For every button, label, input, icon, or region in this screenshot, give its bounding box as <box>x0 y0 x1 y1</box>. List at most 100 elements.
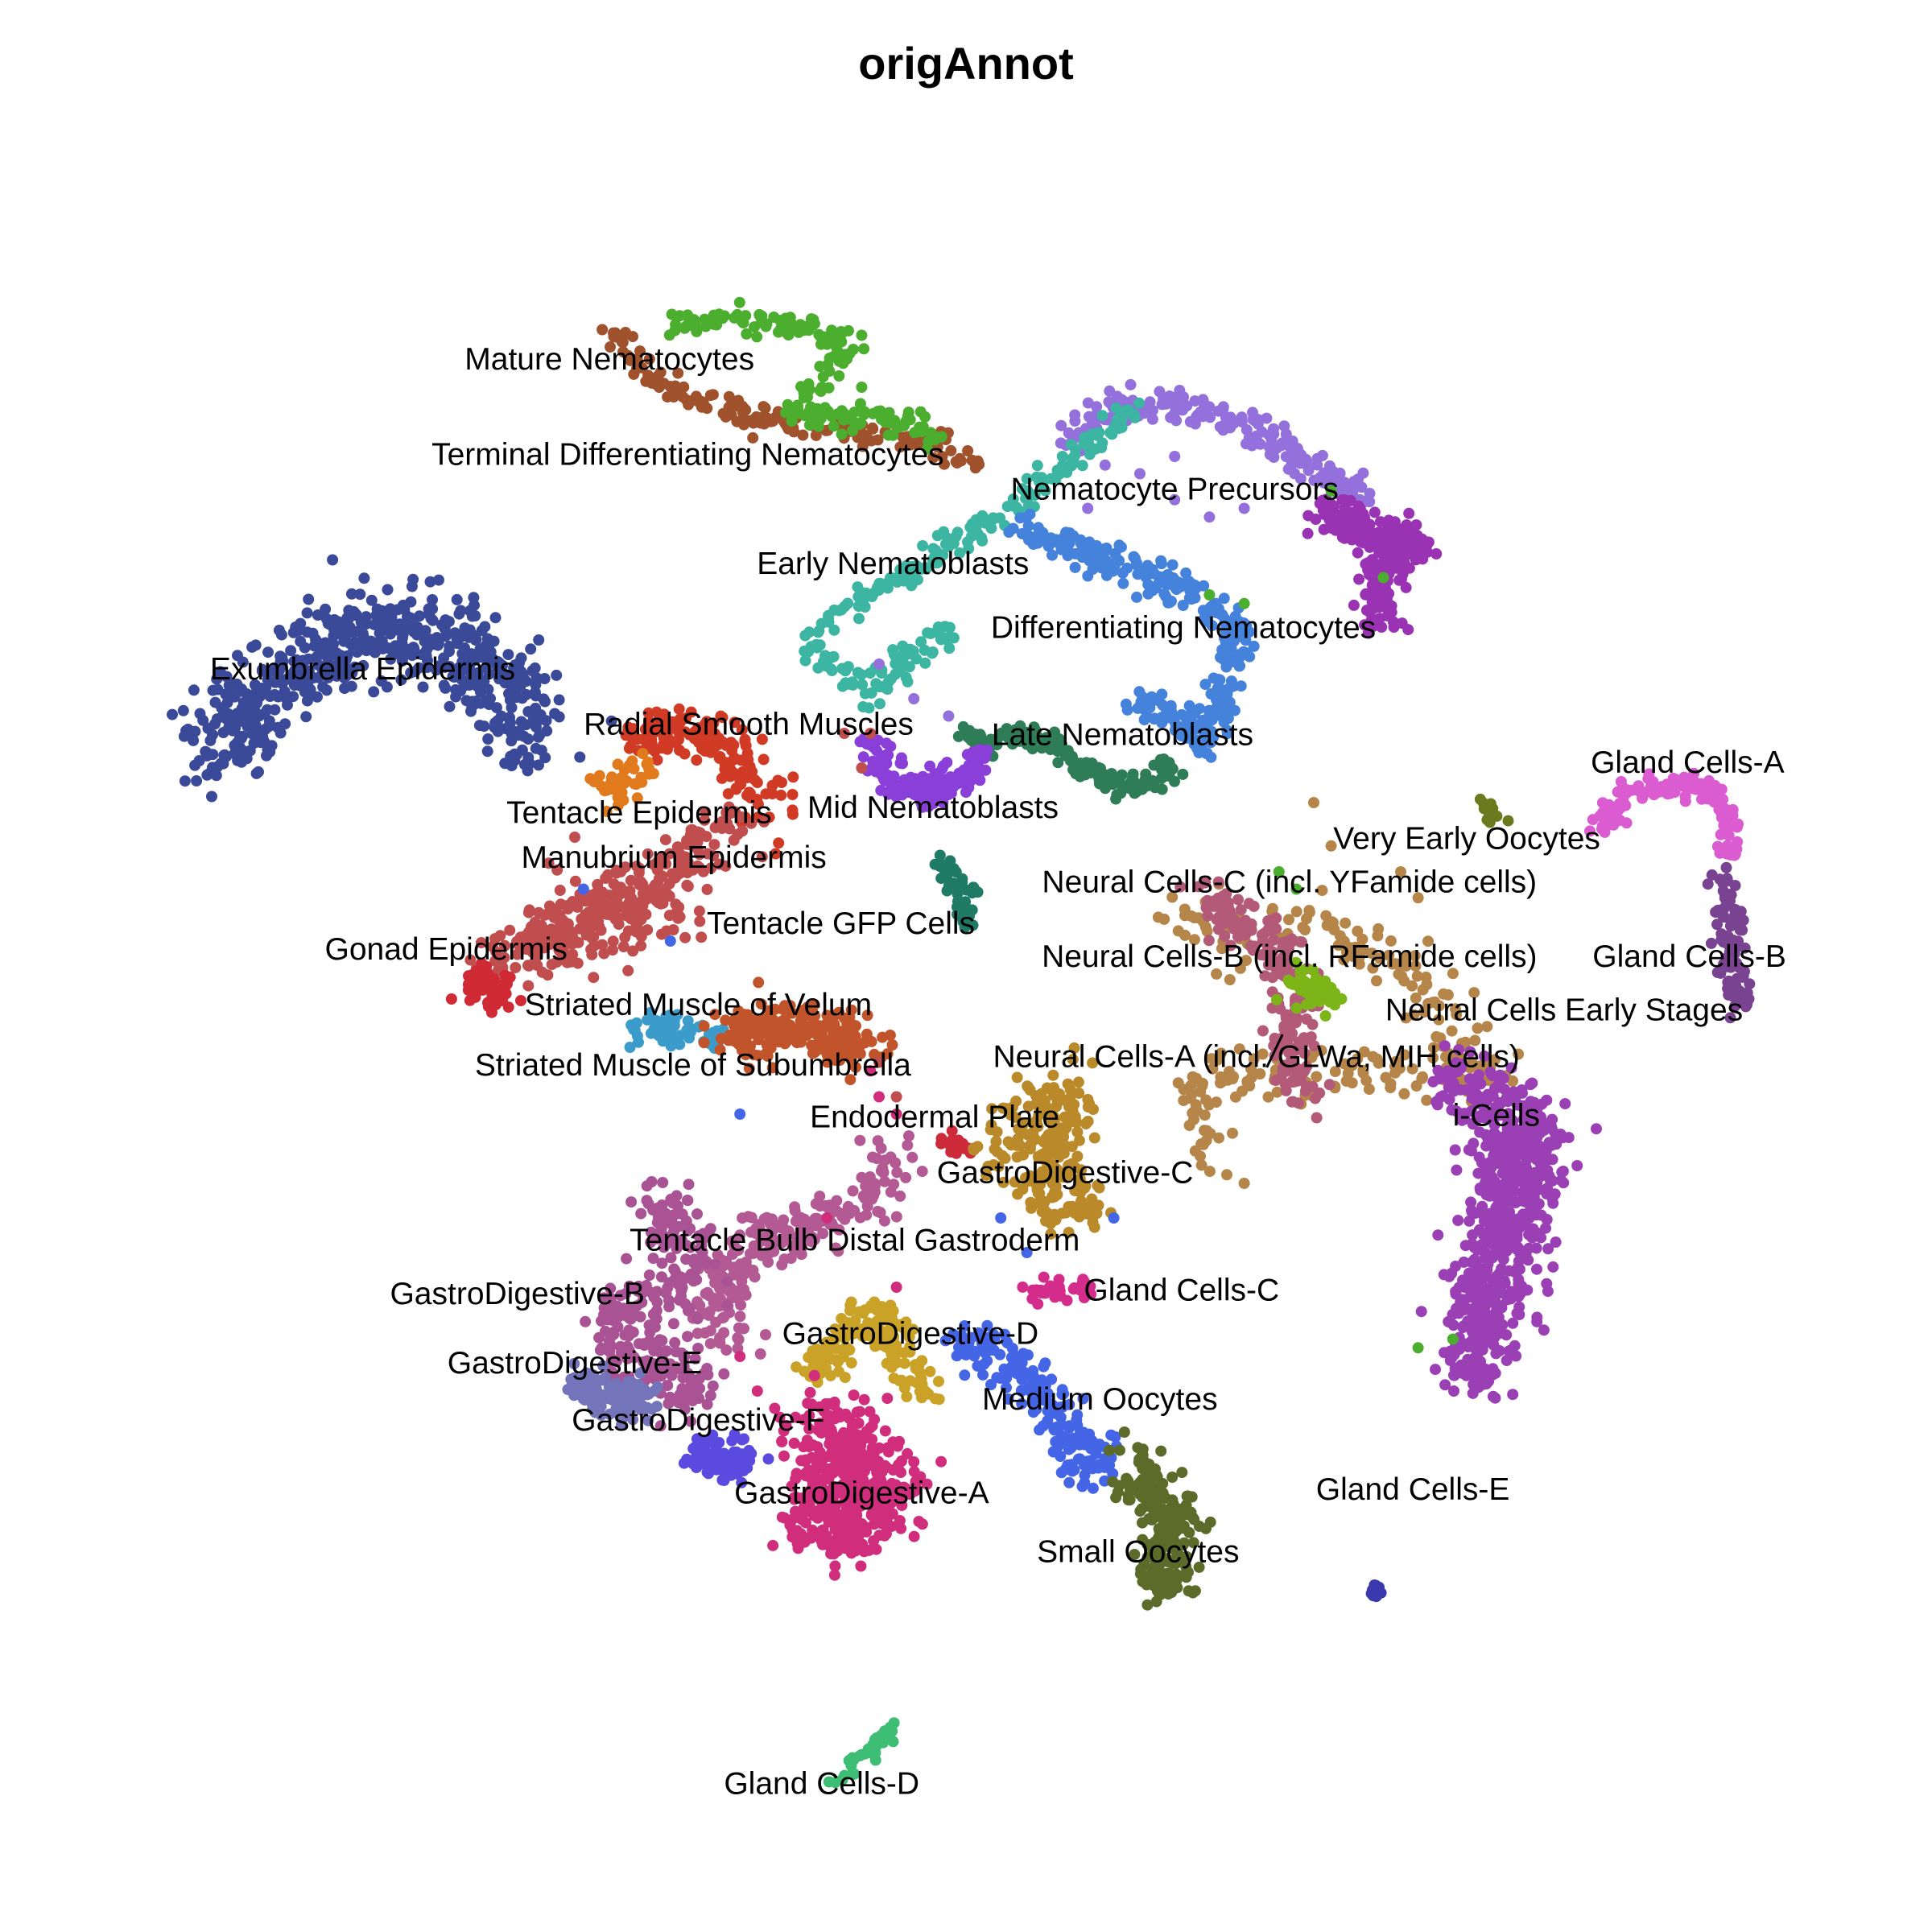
cell-point <box>1471 1312 1483 1324</box>
cell-point <box>902 573 914 585</box>
cell-point <box>1031 460 1043 472</box>
cell-point <box>1465 1145 1477 1157</box>
cell-point <box>263 715 275 727</box>
cell-point <box>758 401 770 413</box>
cell-point <box>967 881 979 894</box>
cell-point <box>419 635 431 647</box>
cell-point <box>1270 993 1282 1005</box>
cell-point <box>741 772 753 783</box>
cell-point <box>1155 773 1167 784</box>
cell-point <box>209 696 221 708</box>
cell-point <box>1340 917 1352 929</box>
cell-point <box>514 680 526 692</box>
cell-point <box>1359 619 1371 631</box>
cell-point <box>1222 704 1233 716</box>
cell-point <box>964 760 976 772</box>
cell-point <box>786 415 798 427</box>
cell-point <box>525 643 537 655</box>
cell-point <box>939 458 950 470</box>
cell-point <box>1379 553 1391 564</box>
cell-point <box>1507 1389 1519 1401</box>
cell-point <box>874 698 886 710</box>
cell-point <box>942 789 954 801</box>
cell-point <box>1146 691 1158 703</box>
cell-point <box>554 885 566 896</box>
cell-point <box>944 535 956 547</box>
cell-point <box>1478 803 1490 815</box>
cell-point <box>451 593 463 605</box>
cell-point <box>1492 1082 1504 1094</box>
cell-point <box>1072 1076 1084 1088</box>
cell-point <box>1088 1132 1100 1144</box>
cell-point <box>1443 1315 1455 1327</box>
cell-point <box>221 750 233 762</box>
cell-point <box>1512 1264 1524 1276</box>
cell-point <box>1021 473 1033 485</box>
cell-point <box>931 774 943 786</box>
cell-point <box>955 455 967 467</box>
cell-point <box>1199 679 1212 691</box>
cell-point <box>902 436 914 448</box>
cell-point <box>591 886 603 898</box>
cell-point <box>810 429 822 441</box>
cell-point <box>1363 1084 1375 1096</box>
cell-point <box>1620 786 1633 798</box>
cell-point <box>1299 1085 1311 1097</box>
cluster-gland-cells-a <box>1584 767 1744 861</box>
cell-point <box>1720 848 1732 860</box>
cell-point <box>1360 588 1372 600</box>
cell-point <box>1155 764 1167 775</box>
cell-point <box>510 726 522 737</box>
cell-point <box>1398 1088 1410 1100</box>
cell-point <box>368 686 380 698</box>
cell-point <box>634 345 646 357</box>
cell-point <box>741 328 753 340</box>
cell-point <box>1310 976 1321 988</box>
cell-point <box>828 420 840 432</box>
cell-point <box>1007 493 1019 505</box>
cell-point <box>1060 1121 1072 1133</box>
cell-point <box>1530 1242 1542 1254</box>
cell-point <box>902 675 914 687</box>
cell-point <box>778 1030 790 1042</box>
cell-point <box>427 594 438 605</box>
cell-point <box>941 859 953 871</box>
cell-point <box>1397 568 1409 580</box>
cell-point <box>502 1001 514 1013</box>
cell-point <box>1376 621 1388 633</box>
cell-point <box>221 696 233 708</box>
cell-point <box>1711 791 1724 803</box>
cell-point <box>1324 522 1336 534</box>
cell-point <box>254 737 266 749</box>
cell-point <box>492 994 504 1006</box>
cell-point <box>445 993 457 1005</box>
cell-point <box>1368 506 1381 518</box>
cell-point <box>682 881 694 892</box>
cell-point <box>1451 1164 1463 1176</box>
cell-point <box>1360 558 1372 570</box>
cell-point <box>455 685 467 697</box>
cell-point <box>1509 1165 1521 1177</box>
cell-point <box>551 669 563 681</box>
cell-point <box>802 391 813 403</box>
cell-point <box>1735 906 1747 918</box>
cell-point <box>386 612 398 624</box>
cell-point <box>574 751 586 763</box>
cell-point <box>669 324 681 336</box>
cell-point <box>532 731 544 743</box>
cell-point <box>382 584 394 596</box>
cell-point <box>1084 448 1096 460</box>
cell-point <box>301 695 313 707</box>
cell-point <box>1110 419 1122 431</box>
points-layer <box>167 296 1756 1789</box>
cell-point <box>681 1024 693 1036</box>
cell-point <box>395 626 407 638</box>
cell-point <box>1087 1216 1099 1228</box>
cell-point <box>1236 1085 1249 1097</box>
cell-point <box>922 627 934 639</box>
cell-point <box>696 401 708 413</box>
cell-point <box>1348 599 1360 611</box>
cell-point <box>1451 1302 1463 1315</box>
cell-point <box>1005 736 1018 747</box>
cell-point <box>1203 1166 1216 1178</box>
